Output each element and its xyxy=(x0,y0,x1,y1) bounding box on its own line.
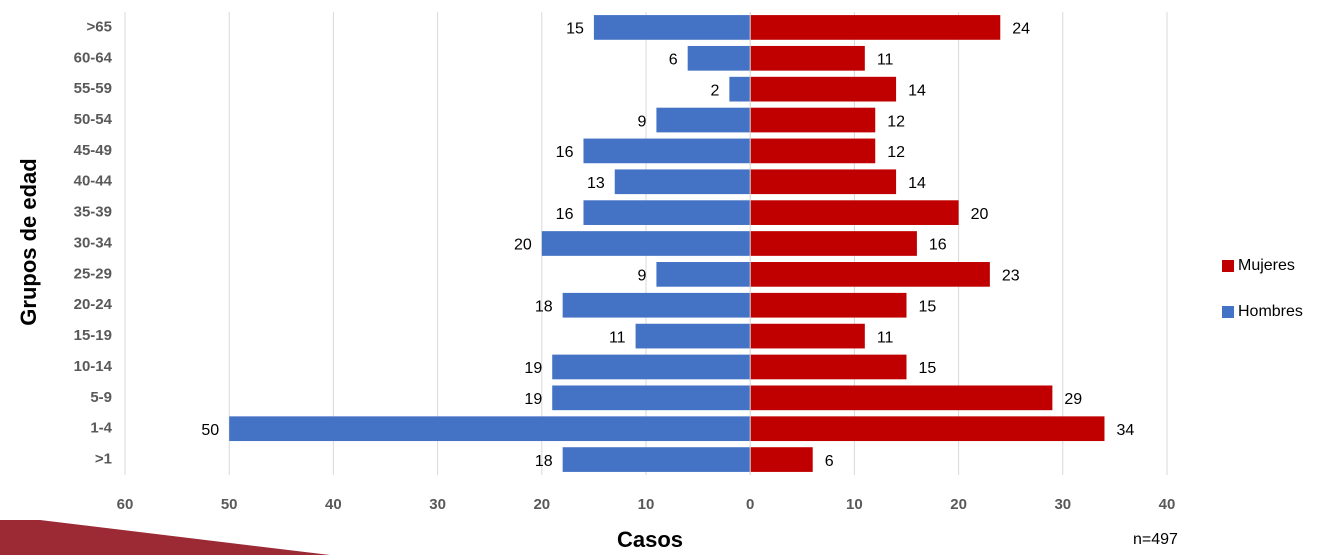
bar xyxy=(750,385,1053,411)
data-label: 14 xyxy=(908,175,926,192)
data-label: 9 xyxy=(638,113,647,130)
data-label: 2 xyxy=(710,82,719,99)
data-label: 18 xyxy=(535,453,553,470)
data-label: 12 xyxy=(887,113,905,130)
data-label: 15 xyxy=(919,360,937,377)
data-label: 6 xyxy=(825,453,834,470)
bar xyxy=(750,76,897,102)
data-label: 24 xyxy=(1012,21,1030,38)
bar xyxy=(593,15,751,40)
data-label: 15 xyxy=(919,298,937,315)
bar xyxy=(750,45,865,71)
bar xyxy=(750,15,1001,40)
data-label: 15 xyxy=(566,21,584,38)
data-label: 19 xyxy=(524,360,542,377)
data-label: 16 xyxy=(929,237,947,254)
y-tick-label: >1 xyxy=(95,451,112,468)
y-tick-label: 5-9 xyxy=(90,389,112,406)
bar xyxy=(750,262,990,287)
bar xyxy=(229,416,751,442)
x-tick-label: 40 xyxy=(1159,496,1176,513)
x-tick-label: 10 xyxy=(638,496,655,513)
data-label: 23 xyxy=(1002,268,1020,285)
y-tick-label: 35-39 xyxy=(74,204,112,221)
bar xyxy=(635,323,751,349)
x-tick-label: 40 xyxy=(325,496,342,513)
decoration xyxy=(0,520,330,555)
data-label: 11 xyxy=(877,52,894,69)
y-tick-label: 1-4 xyxy=(90,420,112,437)
x-axis-title: Casos xyxy=(617,527,683,552)
y-tick-label: 30-34 xyxy=(74,234,113,251)
y-tick-label: 45-49 xyxy=(74,142,112,159)
y-tick-label: 50-54 xyxy=(74,111,113,128)
bar xyxy=(750,323,865,349)
bar xyxy=(687,45,751,71)
y-tick-label: 40-44 xyxy=(74,173,113,190)
bar xyxy=(656,262,751,287)
y-tick-label: 10-14 xyxy=(74,358,113,375)
bar xyxy=(583,200,751,225)
bar xyxy=(541,231,751,256)
bar xyxy=(729,76,751,102)
data-label: 16 xyxy=(556,206,574,223)
y-tick-label: 25-29 xyxy=(74,265,112,282)
bar xyxy=(552,385,751,411)
bar xyxy=(750,447,813,472)
bar xyxy=(583,138,751,164)
data-label: 11 xyxy=(609,329,626,346)
legend-swatch xyxy=(1222,260,1234,272)
x-tick-label: 20 xyxy=(533,496,550,513)
data-label: 11 xyxy=(877,329,894,346)
x-tick-label: 10 xyxy=(846,496,863,513)
bar xyxy=(750,292,907,318)
data-label: 16 xyxy=(556,144,574,161)
data-label: 9 xyxy=(638,268,647,285)
bar xyxy=(750,416,1105,442)
bar xyxy=(750,354,907,380)
bar xyxy=(614,169,751,195)
legend-label: Hombres xyxy=(1238,303,1303,320)
y-tick-label: 60-64 xyxy=(74,49,113,66)
data-label: 12 xyxy=(887,144,905,161)
x-tick-label: 60 xyxy=(117,496,134,513)
x-tick-label: 30 xyxy=(429,496,446,513)
data-label: 18 xyxy=(535,298,553,315)
y-tick-label: 15-19 xyxy=(74,327,112,344)
data-label: 29 xyxy=(1064,391,1082,408)
bar xyxy=(750,107,876,133)
x-tick-label: 30 xyxy=(1054,496,1071,513)
bar xyxy=(562,292,751,318)
data-label: 50 xyxy=(201,422,219,439)
legend-label: Mujeres xyxy=(1238,257,1295,274)
legend-swatch xyxy=(1222,306,1234,318)
data-label: 20 xyxy=(971,206,989,223)
data-label: 13 xyxy=(587,175,605,192)
y-tick-label: 55-59 xyxy=(74,80,112,97)
data-label: 6 xyxy=(669,52,678,69)
bar xyxy=(656,107,751,133)
x-tick-label: 50 xyxy=(221,496,238,513)
bar xyxy=(750,231,917,256)
y-tick-label: 20-24 xyxy=(74,296,113,313)
data-label: 19 xyxy=(524,391,542,408)
x-tick-label: 20 xyxy=(950,496,967,513)
annotation: n=497 xyxy=(1133,531,1178,548)
bar xyxy=(562,447,751,472)
x-tick-label: 0 xyxy=(746,496,754,513)
data-label: 14 xyxy=(908,82,926,99)
bar xyxy=(552,354,751,380)
y-tick-label: >65 xyxy=(87,18,112,35)
data-label: 20 xyxy=(514,237,532,254)
data-label: 34 xyxy=(1116,422,1134,439)
bar xyxy=(750,138,876,164)
y-axis-title: Grupos de edad xyxy=(16,158,41,325)
bar xyxy=(750,169,897,195)
bar xyxy=(750,200,959,225)
